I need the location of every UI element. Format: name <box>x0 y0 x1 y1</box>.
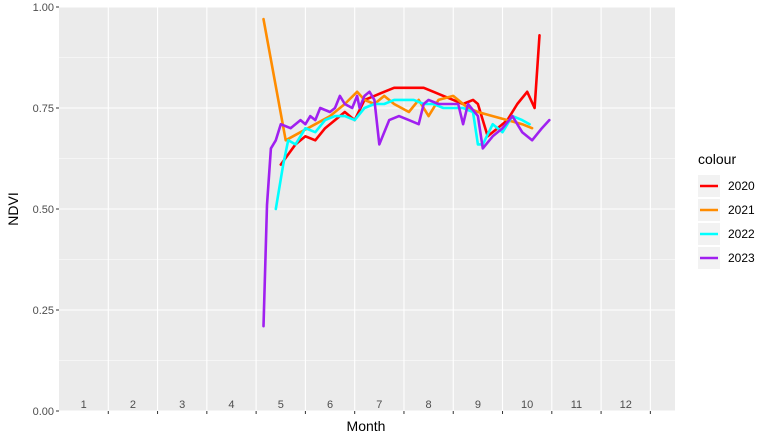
month-label: 7 <box>376 399 382 411</box>
grid-major <box>59 6 675 412</box>
month-label: 4 <box>228 399 234 411</box>
y-axis: 0.00 0.25 0.50 0.75 1.00 <box>33 2 59 418</box>
month-label: 12 <box>620 399 632 411</box>
month-label: 11 <box>571 399 582 411</box>
month-label: 3 <box>179 399 185 411</box>
legend-label-2021: 2021 <box>728 203 755 217</box>
y-tick-label: 1.00 <box>33 2 54 14</box>
y-tick-label: 0.00 <box>33 406 54 418</box>
month-labels: 1 2 3 4 5 6 7 8 9 10 11 12 <box>81 399 632 411</box>
legend-label-2023: 2023 <box>728 251 755 265</box>
grid-minor <box>59 57 675 361</box>
month-label: 2 <box>130 399 136 411</box>
series-line-2020 <box>279 33 541 166</box>
series-line-2021 <box>262 17 534 142</box>
series-line-2023 <box>262 90 551 328</box>
y-axis-title: NDVI <box>5 192 21 225</box>
month-label: 8 <box>426 399 432 411</box>
month-label: 6 <box>327 399 333 411</box>
series-layer <box>262 17 551 328</box>
month-label: 5 <box>278 399 284 411</box>
legend-label-2020: 2020 <box>728 179 755 193</box>
y-tick-label: 0.25 <box>33 305 54 317</box>
x-axis <box>107 411 651 414</box>
legend: colour 2020 2021 2022 2023 <box>698 151 755 269</box>
legend-label-2022: 2022 <box>728 227 755 241</box>
series-line-2022 <box>274 98 531 211</box>
x-axis-title: Month <box>347 418 386 434</box>
y-tick-label: 0.50 <box>33 204 54 216</box>
month-label: 9 <box>475 399 481 411</box>
month-label: 1 <box>81 399 87 411</box>
legend-title: colour <box>698 151 736 167</box>
month-label: 10 <box>521 399 533 411</box>
y-tick-label: 0.75 <box>33 103 54 115</box>
